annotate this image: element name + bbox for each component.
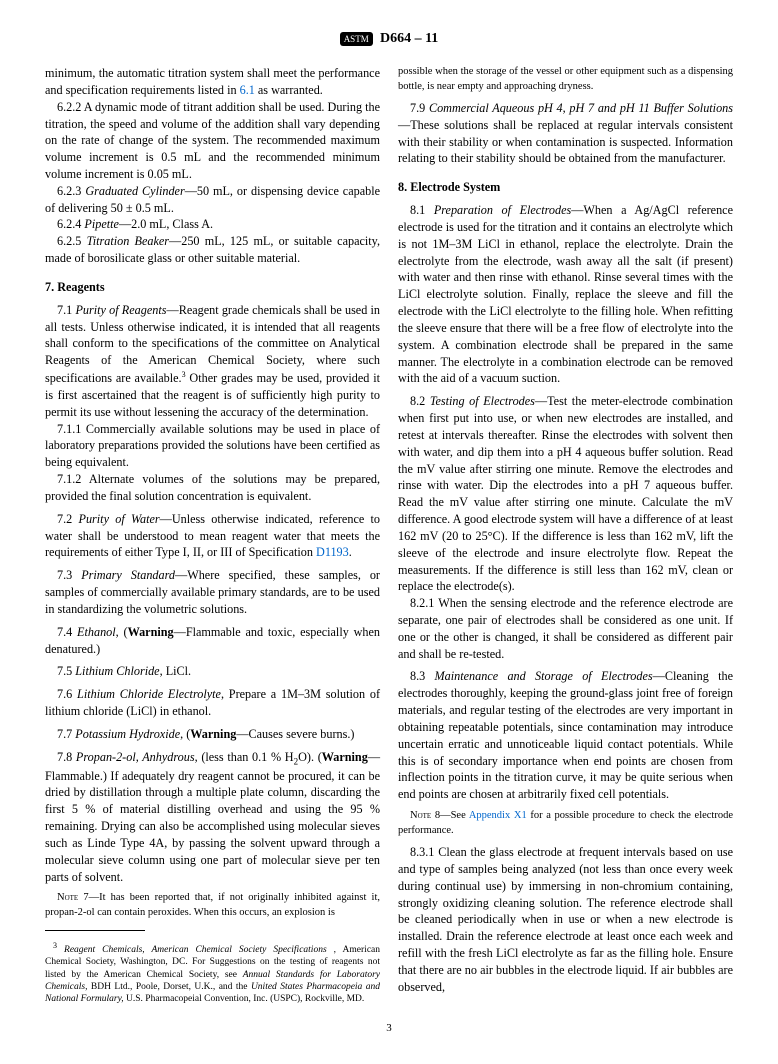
term: Ethanol <box>77 625 116 639</box>
clause-num: 8.2 <box>410 394 430 408</box>
clause-num: 6.2.4 <box>57 217 84 231</box>
warning-label: Warning <box>128 625 174 639</box>
note-7-continuation: possible when the storage of the vessel … <box>398 65 733 94</box>
para-7-3: 7.3 Primary Standard—Where specified, th… <box>45 567 380 617</box>
page-container: ASTM D664 – 11 minimum, the automatic ti… <box>0 0 778 1064</box>
para-6-2-3: 6.2.3 Graduated Cylinder—50 mL, or dispe… <box>45 183 380 217</box>
text-span: as warranted. <box>255 83 323 97</box>
text-span: , LiCl. <box>160 664 192 678</box>
term: Testing of Electrodes <box>430 394 535 408</box>
section-7-head: 7. Reagents <box>45 279 380 296</box>
para-7-2: 7.2 Purity of Water—Unless otherwise ind… <box>45 511 380 561</box>
clause-num: 7.6 <box>57 687 77 701</box>
clause-num: 6.2.3 <box>57 184 85 198</box>
para-8-2-1: 8.2.1 When the sensing electrode and the… <box>398 595 733 662</box>
text-span: —2.0 mL, Class A. <box>119 217 213 231</box>
astm-logo: ASTM <box>340 32 373 46</box>
clause-num: 6.2.5 <box>57 234 87 248</box>
ref-link-6-1[interactable]: 6.1 <box>240 83 255 97</box>
text-span: —Causes severe burns.) <box>236 727 354 741</box>
para-6-2-2: 6.2.2 A dynamic mode of titrant addition… <box>45 99 380 183</box>
term: Pipette <box>84 217 119 231</box>
text-span: —These solutions shall be replaced at re… <box>398 118 733 166</box>
para-6-2-5: 6.2.5 Titration Beaker—250 mL, 125 mL, o… <box>45 233 380 267</box>
term: Preparation of Electrodes <box>434 203 571 217</box>
footnote-3: 3 Reagent Chemicals, American Chemical S… <box>45 941 380 1006</box>
para-8-2: 8.2 Testing of Electrodes—Test the meter… <box>398 393 733 595</box>
para-7-9: 7.9 Commercial Aqueous pH 4, pH 7 and pH… <box>398 100 733 167</box>
note-label: Note <box>57 892 78 903</box>
clause-num: 7.5 <box>57 664 75 678</box>
text-span: —Cleaning the electrodes thoroughly, kee… <box>398 669 733 801</box>
term: Potassium Hydroxide <box>75 727 180 741</box>
note-7: Note 7—It has been reported that, if not… <box>45 891 380 920</box>
page-header: ASTM D664 – 11 <box>45 30 733 47</box>
text-span: . <box>349 545 352 559</box>
fn-italic: Reagent Chemicals, American Chemical Soc… <box>57 945 334 955</box>
term: Commercial Aqueous pH 4, pH 7 and pH 11 … <box>429 101 733 115</box>
clause-num: 7.3 <box>57 568 81 582</box>
para-7-1-2: 7.1.2 Alternate volumes of the solutions… <box>45 471 380 505</box>
note-8: Note 8—See Appendix X1 for a possible pr… <box>398 809 733 838</box>
section-8-head: 8. Electrode System <box>398 179 733 196</box>
term: Lithium Chloride Electrolyte <box>77 687 221 701</box>
term: Titration Beaker <box>87 234 169 248</box>
text-span: O). ( <box>298 750 322 764</box>
note-text: See <box>451 810 469 821</box>
footnote-block: 3 Reagent Chemicals, American Chemical S… <box>45 930 380 1005</box>
para-7-1: 7.1 Purity of Reagents—Reagent grade che… <box>45 302 380 421</box>
para-6-2-4: 6.2.4 Pipette—2.0 mL, Class A. <box>45 216 380 233</box>
para-8-1: 8.1 Preparation of Electrodes—When a Ag/… <box>398 202 733 387</box>
term: Primary Standard <box>81 568 175 582</box>
para-8-3: 8.3 Maintenance and Storage of Electrode… <box>398 668 733 803</box>
clause-num: 8.3 <box>410 669 435 683</box>
para-7-1-1: 7.1.1 Commercially available solutions m… <box>45 421 380 471</box>
fn-text: BDH Ltd., Poole, Dorset, U.K., and the <box>87 982 250 992</box>
para-8-3-1: 8.3.1 Clean the glass electrode at frequ… <box>398 844 733 995</box>
text-span: —When a Ag/AgCl reference electrode is u… <box>398 203 733 385</box>
text-span: —Flammable.) If adequately dry reagent c… <box>45 750 380 884</box>
term: Maintenance and Storage of Electrodes <box>435 669 653 683</box>
clause-num: 7.8 <box>57 750 76 764</box>
ref-link-d1193[interactable]: D1193 <box>316 545 349 559</box>
term: Purity of Reagents <box>75 303 166 317</box>
footnote-separator <box>45 930 145 931</box>
warning-label: Warning <box>190 727 236 741</box>
two-column-body: minimum, the automatic titration system … <box>45 65 733 1006</box>
page-number: 3 <box>45 1022 733 1034</box>
text-span: minimum, the automatic titration system … <box>45 66 380 97</box>
text-span: , ( <box>116 625 128 639</box>
term: Propan-2-ol, Anhydrous <box>76 750 195 764</box>
clause-num: 7.9 <box>410 101 429 115</box>
note-label: Note <box>410 810 431 821</box>
continuation-para: minimum, the automatic titration system … <box>45 65 380 99</box>
para-7-8: 7.8 Propan-2-ol, Anhydrous, (less than 0… <box>45 749 380 886</box>
para-7-6: 7.6 Lithium Chloride Electrolyte, Prepar… <box>45 686 380 720</box>
clause-num: 7.7 <box>57 727 75 741</box>
para-7-4: 7.4 Ethanol, (Warning—Flammable and toxi… <box>45 624 380 658</box>
note-num: 8— <box>431 810 450 821</box>
para-7-7: 7.7 Potassium Hydroxide, (Warning—Causes… <box>45 726 380 743</box>
warning-label: Warning <box>322 750 368 764</box>
note-num: 7— <box>78 892 99 903</box>
ref-link-appendix-x1[interactable]: Appendix X1 <box>469 810 527 821</box>
text-span: —Test the meter-electrode combination wh… <box>398 394 733 593</box>
clause-num: 8.1 <box>410 203 434 217</box>
clause-num: 7.2 <box>57 512 79 526</box>
clause-num: 7.1 <box>57 303 75 317</box>
para-7-5: 7.5 Lithium Chloride, LiCl. <box>45 663 380 680</box>
term: Purity of Water <box>79 512 160 526</box>
text-span: , ( <box>180 727 190 741</box>
designation-text: D664 – 11 <box>380 31 438 46</box>
term: Lithium Chloride <box>75 664 159 678</box>
fn-text: U.S. Pharmacopeial Convention, Inc. (USP… <box>124 994 365 1004</box>
term: Graduated Cylinder <box>85 184 184 198</box>
clause-num: 7.4 <box>57 625 77 639</box>
text-span: , (less than 0.1 % H <box>195 750 294 764</box>
